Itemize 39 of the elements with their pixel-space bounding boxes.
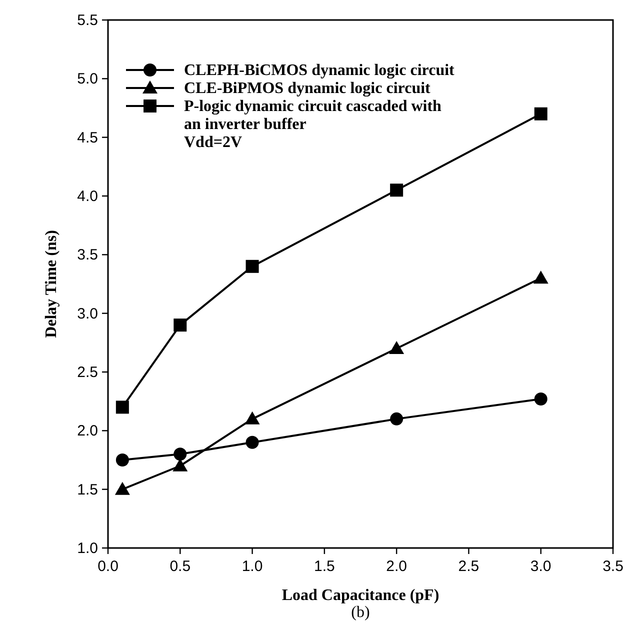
point xyxy=(246,436,259,449)
y-tick-label: 5.0 xyxy=(77,70,98,88)
point xyxy=(244,411,260,424)
point xyxy=(533,270,548,284)
y-tick-label: 3.5 xyxy=(77,246,98,264)
point xyxy=(116,454,129,466)
point xyxy=(174,448,187,461)
x-tick-label: 3.5 xyxy=(602,558,624,575)
annotation: Vdd=2V xyxy=(184,134,242,151)
legend-label: P-logic dynamic circuit cascaded with an inverter buffer xyxy=(184,98,442,133)
x-tick-label: 2.0 xyxy=(386,558,407,575)
y-tick-label: 4.0 xyxy=(77,188,98,205)
y-tick-label: 1.5 xyxy=(77,481,98,498)
y-tick-label: 5.5 xyxy=(77,12,98,29)
y-tick-label: 2.5 xyxy=(77,364,98,381)
x-tick-label: 1.5 xyxy=(314,558,335,575)
legend-label: CLE-BiPMOS dynamic logic circuit xyxy=(184,80,432,97)
x-tick-label: 0.0 xyxy=(98,558,118,575)
point xyxy=(390,412,404,426)
y-tick-label: 4.5 xyxy=(77,129,98,146)
point xyxy=(390,184,404,197)
legend-label: CLEPH-BiCMOS dynamic logic circuit xyxy=(184,62,456,79)
point xyxy=(534,107,548,120)
y-tick-label: 3.0 xyxy=(77,305,98,322)
point xyxy=(174,318,187,332)
y-tick-label: 2.0 xyxy=(77,422,98,440)
point xyxy=(246,260,259,273)
text: (b) xyxy=(351,604,370,621)
x-tick-label: 3.0 xyxy=(530,558,552,575)
x-axis-title: Load Capacitance (pF) xyxy=(282,587,440,604)
x-tick-label: 1.0 xyxy=(242,558,263,575)
point xyxy=(389,341,404,354)
y-axis-title: Delay Time (ns) xyxy=(43,230,60,338)
x-tick-label: 0.5 xyxy=(170,558,191,575)
x-tick-label: 2.5 xyxy=(458,558,480,575)
point xyxy=(114,482,130,495)
point xyxy=(534,392,548,406)
point xyxy=(116,400,129,414)
y-tick-label: 1.0 xyxy=(77,540,98,557)
